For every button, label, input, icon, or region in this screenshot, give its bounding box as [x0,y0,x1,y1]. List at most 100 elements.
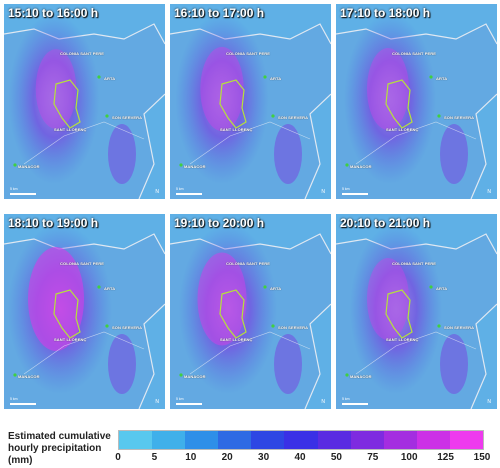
panel-time-title: 15:10 to 16:00 h [8,6,99,20]
scale-line [342,403,368,405]
coastline [170,233,331,409]
precipitation-band [350,224,442,394]
town-marker [97,75,101,79]
north-arrow-icon: N [155,189,159,195]
place-label-arta: ARTA [104,76,116,81]
panel-time-title: 18:10 to 19:00 h [8,216,99,230]
place-label-arta: ARTA [436,76,448,81]
scale-bar: 5 km [176,187,202,195]
map-panel: 18:10 to 19:00 h COLONIA SANT PERE ARTA SON… [4,214,165,409]
place-label-arta: ARTA [436,286,448,291]
legend-tick-label: 125 [437,452,454,463]
place-label-son-servera: SON SERVERA [112,115,143,120]
town-marker [179,163,183,167]
coastline [336,233,497,409]
town-marker [345,373,349,377]
place-label-colonia: COLONIA SANT PERE [392,261,436,266]
catchment-outline [385,79,413,129]
place-label-colonia: COLONIA SANT PERE [392,51,436,56]
town-marker [13,373,17,377]
town-marker [263,285,267,289]
scale-line [10,403,36,405]
scale-line [176,193,202,195]
legend-swatch [284,431,318,449]
catchment-outline [53,79,81,129]
place-label-sant-llorenc: SANT LLORENÇ [54,127,87,132]
legend-swatch [152,431,186,449]
town-marker [429,75,433,79]
legend-swatch [449,431,484,449]
town-marker [429,285,433,289]
precipitation-cell [108,334,136,394]
place-label-arta: ARTA [270,76,282,81]
place-label-sant-llorenc: SANT LLORENÇ [220,127,253,132]
place-label-manacor: MANACOR [184,164,206,169]
scale-label: 5 km [10,187,18,191]
place-label-colonia: COLONIA SANT PERE [60,51,104,56]
map-panel: 19:10 to 20:00 h COLONIA SANT PERE ARTA SON… [170,214,331,409]
legend-tick-label: 5 [151,452,158,463]
catchment-outline [219,289,247,339]
place-label-manacor: MANACOR [184,374,206,379]
place-label-manacor: MANACOR [350,164,372,169]
legend-swatch [251,431,285,449]
scale-bar: 5 km [342,187,368,195]
place-label-son-servera: SON SERVERA [278,115,309,120]
catchment-outline [385,289,413,339]
legend-title: Estimated cumulative hourly precipitatio… [8,431,111,466]
catchment-outline [219,79,247,129]
legend-tick-label: 0 [115,452,121,463]
town-marker [437,324,441,328]
legend-tick-label: 50 [330,452,342,463]
precipitation-cell [274,124,302,184]
scale-line [10,193,36,195]
place-label-manacor: MANACOR [18,374,40,379]
place-label-son-servera: SON SERVERA [278,325,309,330]
town-marker [437,114,441,118]
map-panel: 17:10 to 18:00 h COLONIA SANT PERE ARTA SON… [336,4,497,199]
scale-label: 5 km [342,187,350,191]
precipitation-cell [108,124,136,184]
panel-time-title: 17:10 to 18:00 h [340,6,431,20]
scale-bar: 5 km [342,397,368,405]
scale-bar: 5 km [176,397,202,405]
legend-color-bar [118,430,484,450]
road [23,331,145,375]
town-marker [271,324,275,328]
road [189,331,311,375]
catchment-outline [53,289,81,339]
town-marker [263,75,267,79]
map-panel: 15:10 to 16:00 h COLONIA SANT PERE ARTA SON… [4,4,165,199]
map-svg [170,214,331,409]
north-arrow-icon: N [321,189,325,195]
place-label-son-servera: SON SERVERA [444,325,475,330]
legend-swatch [218,431,252,449]
place-label-manacor: MANACOR [18,164,40,169]
place-label-sant-llorenc: SANT LLORENÇ [386,127,419,132]
place-label-arta: ARTA [270,286,282,291]
road [23,121,145,165]
scale-label: 5 km [176,397,184,401]
scale-line [176,403,202,405]
panel-time-title: 20:10 to 21:00 h [340,216,431,230]
map-svg [170,4,331,199]
map-panel: 16:10 to 17:00 h COLONIA SANT PERE ARTA SON… [170,4,331,199]
place-label-sant-llorenc: SANT LLORENÇ [54,337,87,342]
precipitation-cell [440,124,468,184]
place-label-manacor: MANACOR [350,374,372,379]
map-svg [336,214,497,409]
place-label-sant-llorenc: SANT LLORENÇ [386,337,419,342]
place-label-arta: ARTA [104,286,116,291]
road [355,121,477,165]
legend-tick-label: 75 [367,452,379,463]
town-marker [345,163,349,167]
precipitation-band [175,14,269,184]
legend-tick-label: 150 [473,452,491,463]
map-svg [4,4,165,199]
place-label-son-servera: SON SERVERA [444,115,475,120]
place-label-sant-llorenc: SANT LLORENÇ [220,337,253,342]
place-label-colonia: COLONIA SANT PERE [60,261,104,266]
scale-bar: 5 km [10,397,36,405]
town-marker [271,114,275,118]
legend-tick-label: 40 [294,452,306,463]
